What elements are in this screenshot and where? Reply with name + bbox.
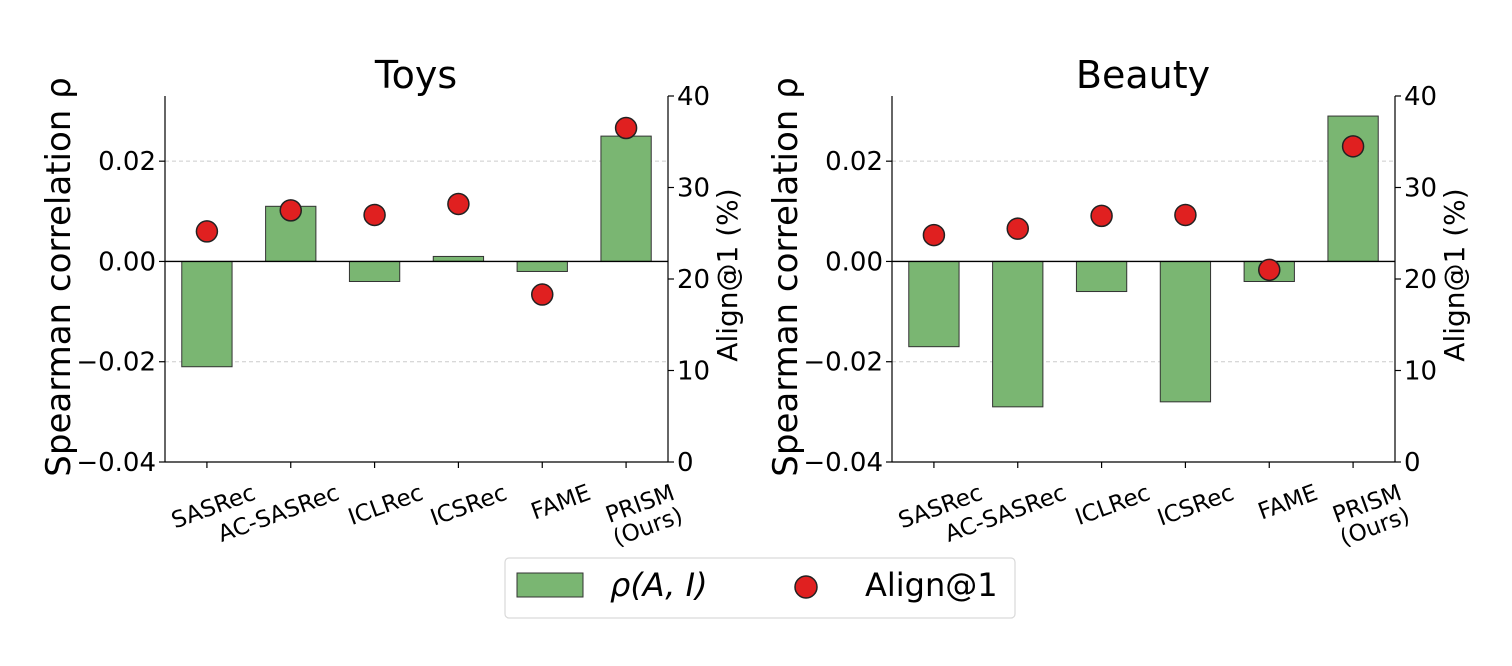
y2-tick-label: 20 [677,265,710,295]
bar-sasrec [181,260,233,368]
x-tick-label-prism-ours: PRISM(Ours) [1328,480,1413,552]
y2-axis-label: Align@1 (%) [711,188,744,361]
y-tick-label: −0.02 [803,348,883,378]
y-tick-label: 0.00 [98,247,156,277]
x-tick-label-prism-ours: PRISM(Ours) [601,480,686,552]
point-icsrec [1174,203,1197,227]
y-tick-label: 0.02 [825,147,883,177]
y2-tick-label: 40 [677,82,710,112]
point-iclrec [363,203,386,227]
y2-tick-label: 40 [1404,82,1437,112]
legend-bar-swatch [516,572,584,598]
y-axis-label: Spearman correlation ρ [39,77,79,476]
y2-tick-label: 20 [1404,265,1437,295]
bar-icsrec [432,255,485,262]
chart-title: Beauty [1076,53,1210,97]
point-fame [1258,258,1281,282]
point-sasrec [922,223,946,247]
y2-axis-label: Align@1 (%) [1438,188,1471,361]
y2-tick-label: 10 [1404,357,1437,387]
bar-iclrec [1075,260,1128,293]
y2-tick-label: 10 [677,357,710,387]
y-tick-label: −0.04 [76,448,156,478]
chart-title: Toys [374,53,457,97]
y2-tick-label: 30 [1404,174,1437,204]
y-tick-label: 0.00 [825,247,883,277]
point-prism-ours [1341,135,1365,158]
legend-bar-label: ρ(A, I) [610,566,708,604]
point-fame [531,283,554,306]
panel-toys: Toys−0.04−0.020.000.02010203040SASRecAC-… [39,53,744,552]
legend-dot-swatch [794,575,818,599]
point-ac-sasrec [1006,217,1029,240]
legend-dot-label: Align@1 [865,566,998,604]
bar-ac-sasrec [992,260,1044,408]
x-tick-label-iclrec: ICLRec [1072,480,1154,531]
x-tick-label-fame: FAME [1255,480,1321,525]
legend-frame [504,557,1016,619]
y2-tick-label: 0 [1404,448,1421,478]
y2-tick-label: 0 [677,448,694,478]
point-icsrec [447,192,470,216]
legend: ρ(A, I) Align@1 [504,557,1016,619]
bar-prism-ours [600,135,652,262]
point-iclrec [1090,204,1113,228]
bar-iclrec [348,260,401,283]
bar-fame [516,260,568,272]
point-prism-ours [614,116,638,140]
x-tick-label-icsrec: ICSRec [1154,480,1237,532]
y-tick-label: −0.04 [803,448,883,478]
x-tick-label-icsrec: ICSRec [427,480,510,532]
y-tick-label: −0.02 [76,348,156,378]
point-ac-sasrec [279,199,302,222]
y2-tick-label: 30 [677,174,710,204]
point-sasrec [195,220,219,243]
panel-beauty: Beauty−0.04−0.020.000.02010203040SASRecA… [766,53,1471,552]
y-axis-label: Spearman correlation ρ [766,77,806,476]
bar-icsrec [1159,260,1212,403]
x-tick-label-iclrec: ICLRec [345,480,427,531]
bar-sasrec [908,260,960,348]
y-tick-label: 0.02 [98,147,156,177]
x-tick-label-fame: FAME [528,480,594,525]
